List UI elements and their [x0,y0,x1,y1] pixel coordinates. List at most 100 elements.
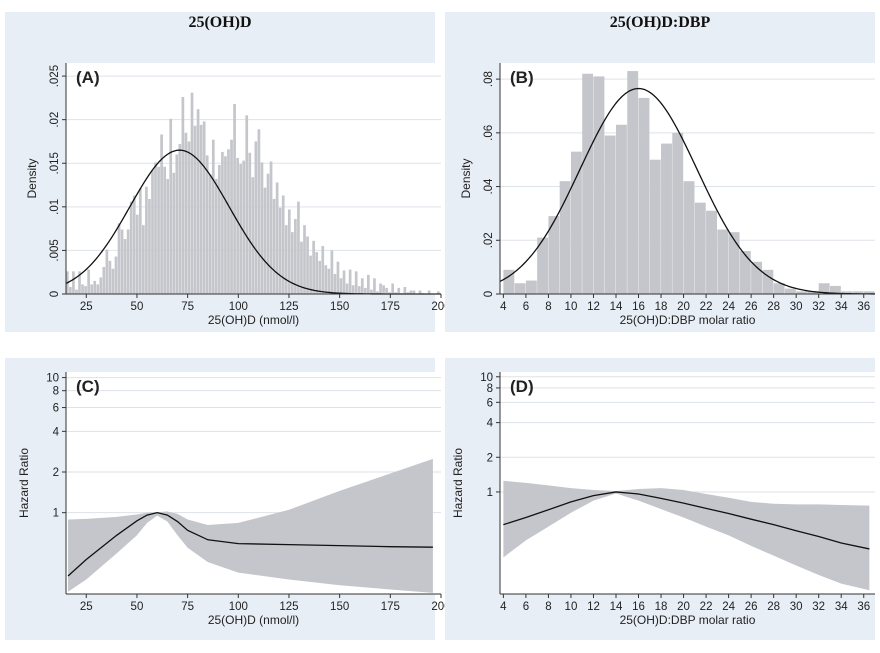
histogram-bar [221,151,224,294]
x-tick-label: 50 [131,601,144,613]
histogram-bar [81,284,84,294]
y-tick-label: .005 [49,239,61,261]
histogram-bar [548,216,560,294]
x-tick-label: 32 [812,301,825,313]
histogram-bar [315,252,319,294]
histogram-bar [99,277,103,294]
histogram-bar [254,141,258,294]
histogram-bar [123,239,127,294]
histogram-bar [739,251,751,294]
x-tick-label: 14 [610,301,623,313]
y-tick-label: 4 [487,418,494,430]
x-tick-label: 26 [745,601,758,613]
histogram-bar [281,195,285,294]
histogram-bar [604,135,616,294]
histogram-bar [266,173,270,294]
histogram-bar [214,178,218,294]
histogram-bar [751,261,763,294]
histogram-bar [807,291,819,294]
y-tick-label: 4 [53,426,60,438]
histogram-bar [672,132,684,294]
histogram-bar [514,283,526,294]
histogram-bar [649,159,661,294]
panel-b: 4 6 8 10 12 14 16 18 20 22 24 26 28 30 32 34 36 0 .02 .04 .0… [445,12,876,332]
x-tick-label: 75 [181,301,194,313]
histogram-bar [324,265,328,294]
x-tick-label: 8 [545,301,551,313]
x-tick-label: 20 [677,301,690,313]
x-tick-label: 25 [80,301,93,313]
normal-density-curve [499,87,876,295]
y-tick-label: .025 [49,65,61,87]
histogram-bar [348,269,352,294]
histogram-bar [818,283,830,294]
histogram-bar [412,290,416,294]
histogram-bar [406,292,410,294]
histogram-bar [72,271,75,294]
x-tick-label: 100 [229,301,248,313]
x-tick-label: 34 [835,601,848,613]
histogram-bar [120,229,124,294]
histogram-bar [205,155,209,294]
x-tick-label: 22 [700,601,713,613]
histogram-bar [96,284,100,294]
y-axis-title: Hazard Ratio [451,448,465,518]
histogram-bar [160,134,163,294]
y-tick-label: 10 [46,373,59,385]
x-tick-label: 50 [131,301,144,313]
x-tick-label: 150 [330,301,349,313]
histogram-bar [291,232,294,294]
x-tick-label: 34 [835,301,848,313]
histogram-bar [863,291,875,294]
histogram-bar [327,268,331,294]
x-tick-label: 6 [523,601,529,613]
histogram-bar [187,141,191,294]
histogram-bar [593,76,605,294]
histogram-bar [321,246,325,294]
histogram-bar [278,207,282,294]
histogram-bar [269,161,273,294]
histogram-bar [227,149,230,294]
histogram-bar [169,118,173,294]
x-tick-label: 4 [500,601,507,613]
histogram-bar [230,139,233,294]
x-tick-label: 28 [767,601,780,613]
histogram-bar [706,210,717,294]
x-tick-label: 8 [545,601,551,613]
histogram-bar [351,285,355,294]
histogram-bar [333,273,337,294]
y-axis-title: Density [25,158,39,198]
y-axis-title: Hazard Ratio [17,448,31,518]
histogram-bar [503,269,515,294]
y-tick-label: 6 [53,403,59,415]
histogram-bar [318,260,322,294]
y-tick-label: .04 [483,178,495,195]
histogram-bar [312,240,315,294]
histogram-bar [157,166,160,294]
panel-label: (D) [510,377,534,396]
histogram-bar [132,195,136,294]
histogram-bar [69,287,72,294]
histogram-bar [242,160,246,294]
histogram-bar [570,151,582,294]
x-tick-label: 125 [279,601,298,613]
histogram-bar [382,285,385,294]
x-tick-label: 4 [500,301,507,313]
histogram-bar [260,162,264,294]
histogram-bar [126,229,130,294]
histogram-bar [784,288,796,294]
y-axis-title: Density [459,158,473,198]
histogram-bar [418,290,422,294]
x-tick-label: 150 [330,601,349,613]
x-tick-label: 6 [523,301,529,313]
y-tick-label: .015 [49,152,61,174]
x-tick-label: 175 [381,301,400,313]
histogram-bar [627,71,639,294]
x-tick-label: 25 [80,601,93,613]
column-title-right: 25(OH)D:DBP [609,14,711,31]
histogram-bar [852,291,864,294]
x-tick-label: 18 [655,601,668,613]
y-tick-label: 8 [487,383,493,395]
y-tick-label: 0 [483,291,495,297]
x-tick-label: 175 [381,601,400,613]
